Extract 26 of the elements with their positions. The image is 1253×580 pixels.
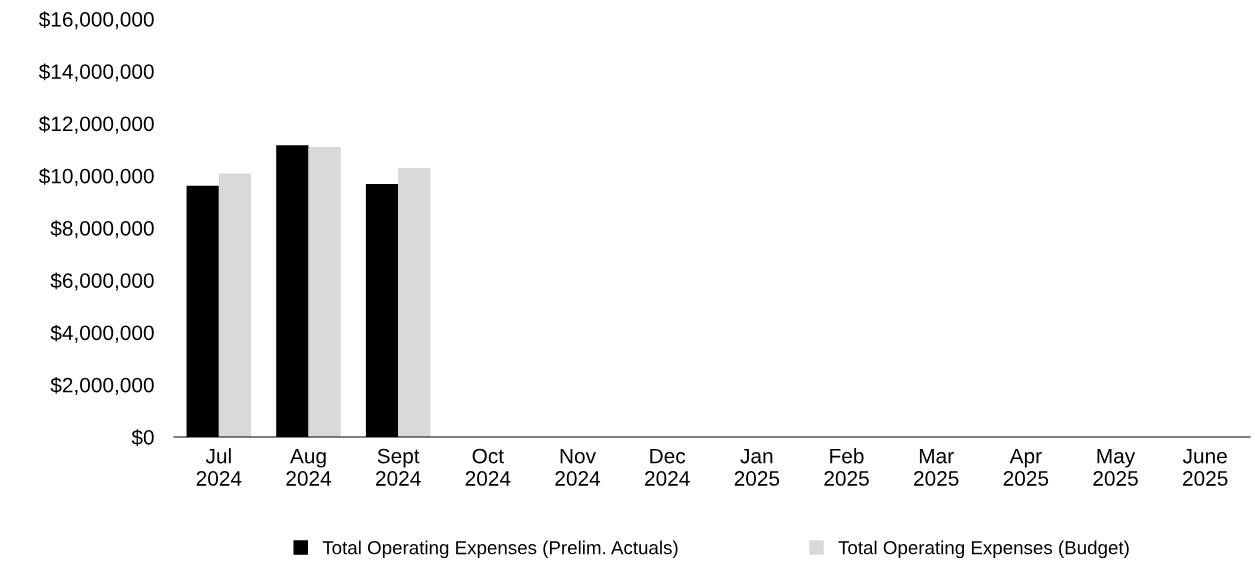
y-tick-label: $14,000,000 [38, 63, 154, 82]
x-tick-label: Mar 2025 [914, 448, 959, 486]
x-tick-label: May 2025 [1093, 448, 1138, 486]
x-tick-label: Oct 2024 [465, 448, 511, 486]
y-tick-label: $12,000,000 [38, 115, 154, 134]
y-tick-label: $2,000,000 [50, 376, 154, 395]
x-tick-label: Jan 2025 [734, 448, 780, 486]
y-tick-label: $8,000,000 [50, 220, 154, 239]
y-tick-label: $6,000,000 [50, 272, 154, 291]
x-tick-label: Apr 2025 [1003, 448, 1049, 486]
x-tick-label: Jul 2024 [196, 448, 242, 486]
y-tick-label: $16,000,000 [38, 11, 154, 30]
y-tick-label: $0 [131, 429, 154, 446]
x-tick-label: Nov 2024 [555, 448, 601, 486]
x-tick-label: Feb 2025 [824, 448, 869, 486]
x-tick-label: Aug 2024 [286, 448, 332, 486]
y-tick-label: $10,000,000 [38, 167, 154, 186]
x-tick-label: Dec 2024 [645, 448, 690, 486]
x-tick-label: June 2025 [1182, 448, 1228, 486]
bar [398, 167, 431, 437]
legend-label: Total Operating Expenses (Prelim. Actuals) [322, 540, 678, 559]
legend-label: Total Operating Expenses (Budget) [838, 540, 1129, 559]
x-tick-label: Sept 2024 [376, 448, 421, 486]
bar [308, 147, 341, 437]
y-tick-label: $4,000,000 [50, 324, 154, 343]
bar [218, 173, 252, 437]
